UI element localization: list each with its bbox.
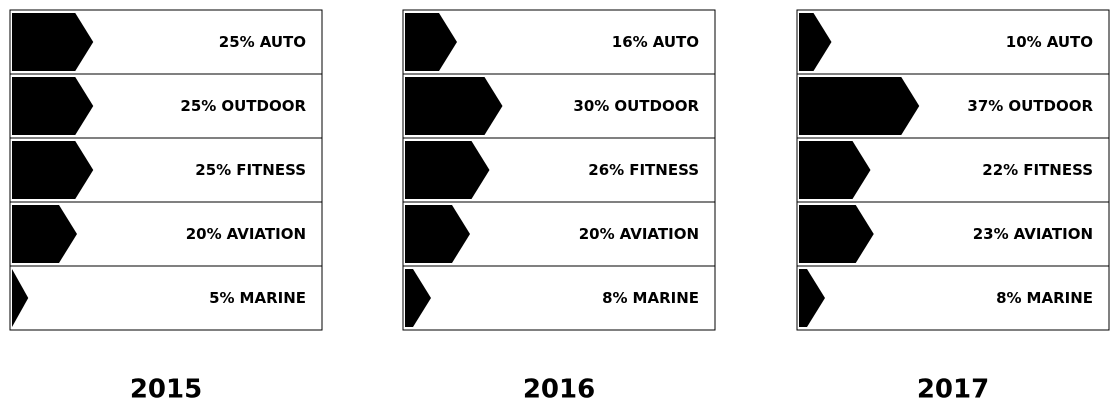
value-label: 30% — [573, 97, 609, 115]
value-label: 37% — [967, 97, 1003, 115]
bar-label: 8% MARINE — [602, 289, 699, 307]
value-label: 20% — [186, 225, 222, 243]
value-label: 8% — [996, 289, 1021, 307]
value-label: 25% — [219, 33, 255, 51]
chart-title: 2015 — [130, 375, 202, 404]
bar — [12, 13, 94, 71]
bar — [12, 269, 29, 327]
bar-label: 22% FITNESS — [982, 161, 1093, 179]
chart-title: 2017 — [917, 375, 989, 404]
bar — [405, 269, 431, 327]
value-label: 25% — [195, 161, 231, 179]
bar — [799, 13, 832, 71]
bar — [799, 141, 871, 199]
bar-label: 37% OUTDOOR — [967, 97, 1093, 115]
bar-label: 20% AVIATION — [579, 225, 699, 243]
value-label: 26% — [588, 161, 624, 179]
panel-frame — [402, 9, 716, 331]
bar — [12, 141, 94, 199]
bar — [12, 205, 77, 263]
category-label: OUTDOOR — [1008, 97, 1093, 115]
category-label: AUTO — [260, 33, 306, 51]
bar-label: 10% AUTO — [1006, 33, 1093, 51]
value-label: 8% — [602, 289, 627, 307]
bar-label: 26% FITNESS — [588, 161, 699, 179]
value-label: 22% — [982, 161, 1018, 179]
category-label: FITNESS — [1023, 161, 1093, 179]
bar-label: 5% MARINE — [209, 289, 306, 307]
bar — [799, 77, 920, 135]
bar — [12, 77, 94, 135]
category-label: AUTO — [1047, 33, 1093, 51]
value-label: 25% — [180, 97, 216, 115]
bar — [405, 205, 470, 263]
bar-label: 23% AVIATION — [973, 225, 1093, 243]
value-label: 10% — [1006, 33, 1042, 51]
category-label: AVIATION — [227, 225, 306, 243]
category-label: MARINE — [1027, 289, 1093, 307]
category-label: AVIATION — [620, 225, 699, 243]
bar — [405, 13, 457, 71]
category-label: MARINE — [240, 289, 306, 307]
category-label: AVIATION — [1014, 225, 1093, 243]
bar-label: 25% FITNESS — [195, 161, 306, 179]
value-label: 16% — [612, 33, 648, 51]
category-label: OUTDOOR — [614, 97, 699, 115]
bar — [405, 77, 503, 135]
category-label: FITNESS — [236, 161, 306, 179]
bar — [405, 141, 490, 199]
value-label: 23% — [973, 225, 1009, 243]
category-label: OUTDOOR — [221, 97, 306, 115]
bar — [799, 205, 874, 263]
bar-label: 25% OUTDOOR — [180, 97, 306, 115]
bar-label: 25% AUTO — [219, 33, 306, 51]
panel-frame — [796, 9, 1110, 331]
bar-label: 8% MARINE — [996, 289, 1093, 307]
panel-frame — [9, 9, 323, 331]
category-label: MARINE — [633, 289, 699, 307]
category-label: AUTO — [653, 33, 699, 51]
category-label: FITNESS — [629, 161, 699, 179]
bar-label: 16% AUTO — [612, 33, 699, 51]
bar — [799, 269, 825, 327]
bar-label: 30% OUTDOOR — [573, 97, 699, 115]
bar-label: 20% AVIATION — [186, 225, 306, 243]
value-label: 20% — [579, 225, 615, 243]
value-label: 5% — [209, 289, 234, 307]
chart-title: 2016 — [523, 375, 595, 404]
